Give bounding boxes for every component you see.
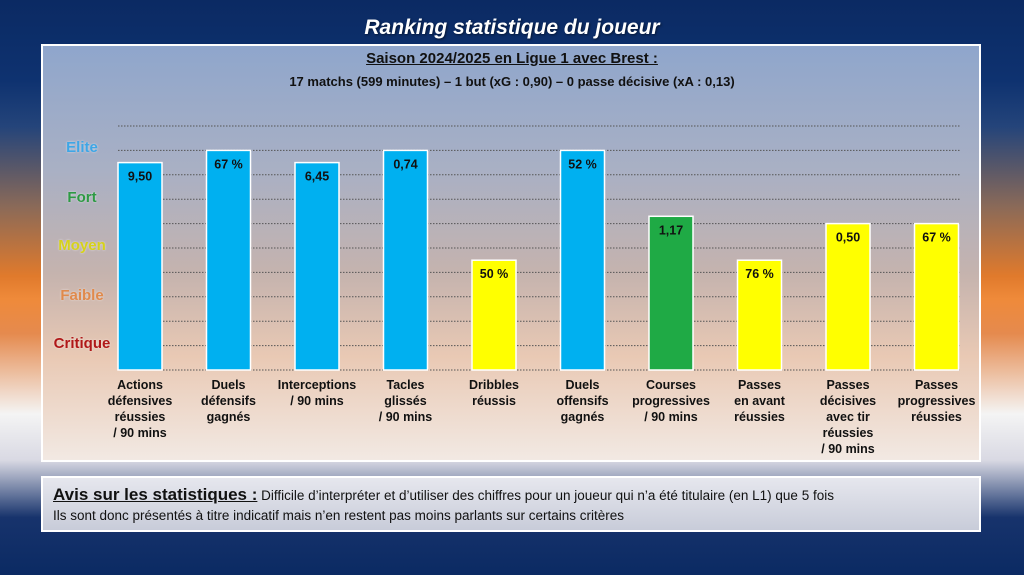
- notes-line-2: Ils sont donc présentés à titre indicati…: [53, 508, 625, 523]
- bar-value-label: 52 %: [568, 157, 597, 171]
- notes-line-1: Avis sur les statistiques : Difficile d’…: [53, 485, 969, 505]
- bar-value-label: 0,50: [836, 231, 860, 245]
- x-tick-label: Dribbles réussis: [468, 378, 519, 408]
- x-tick-label: Tacles glissés / 90 mins: [378, 378, 433, 424]
- chart-bar: [913, 222, 960, 371]
- chart-subtitle-text: Saison 2024/2025 en Ligue 1 avec Brest :: [366, 50, 658, 67]
- x-tick-label: Passes décisives avec tir réussies / 90 …: [819, 378, 877, 456]
- chart-bar: [382, 149, 429, 371]
- x-tick-label: Actions défensives réussies / 90 mins: [107, 378, 173, 440]
- notes-heading: Avis sur les statistiques :: [53, 485, 258, 504]
- chart-subtitle-details: 17 matchs (599 minutes) – 1 but (xG : 0,…: [289, 74, 735, 89]
- tier-label-faible: Faible: [60, 287, 104, 304]
- chart-panel: [41, 44, 981, 462]
- chart-bar: [294, 161, 340, 371]
- chart-bar: [205, 149, 252, 371]
- x-tick-label: Courses progressives / 90 mins: [632, 378, 710, 424]
- chart-bar: [736, 259, 783, 371]
- chart-bar: [648, 215, 694, 371]
- page-title: Ranking statistique du joueur: [364, 16, 660, 39]
- notes-panel: Avis sur les statistiques : Difficile d’…: [41, 476, 981, 532]
- bar-value-label: 76 %: [745, 267, 774, 281]
- tier-label-elite: Elite: [66, 139, 98, 156]
- tier-label-moyen: Moyen: [58, 237, 106, 254]
- tier-label-critique: Critique: [53, 335, 111, 352]
- chart-bar: [471, 259, 517, 371]
- chart-bar: [117, 161, 163, 371]
- bar-value-label: 6,45: [305, 170, 329, 184]
- x-tick-label: Interceptions / 90 mins: [277, 378, 357, 408]
- bar-value-label: 67 %: [214, 157, 243, 171]
- chart-subtitle: Saison 2024/2025 en Ligue 1 avec Brest :: [0, 50, 1024, 67]
- notes-text-1: Difficile d’interpréter et d’utiliser de…: [257, 488, 834, 503]
- x-tick-label: Duels défensifs gagnés: [201, 378, 256, 424]
- chart-bar: [825, 222, 871, 371]
- x-tick-label: Passes progressives réussies: [897, 378, 976, 424]
- tier-label-fort: Fort: [67, 189, 97, 206]
- bar-value-label: 0,74: [393, 157, 417, 171]
- x-tick-label: Passes en avant réussies: [734, 378, 785, 424]
- bar-value-label: 67 %: [922, 231, 951, 245]
- bar-value-label: 1,17: [659, 223, 683, 237]
- bar-value-label: 50 %: [480, 267, 509, 281]
- x-tick-label: Duels offensifs gagnés: [556, 378, 609, 424]
- bar-value-label: 9,50: [128, 170, 152, 184]
- chart-bar: [559, 149, 606, 371]
